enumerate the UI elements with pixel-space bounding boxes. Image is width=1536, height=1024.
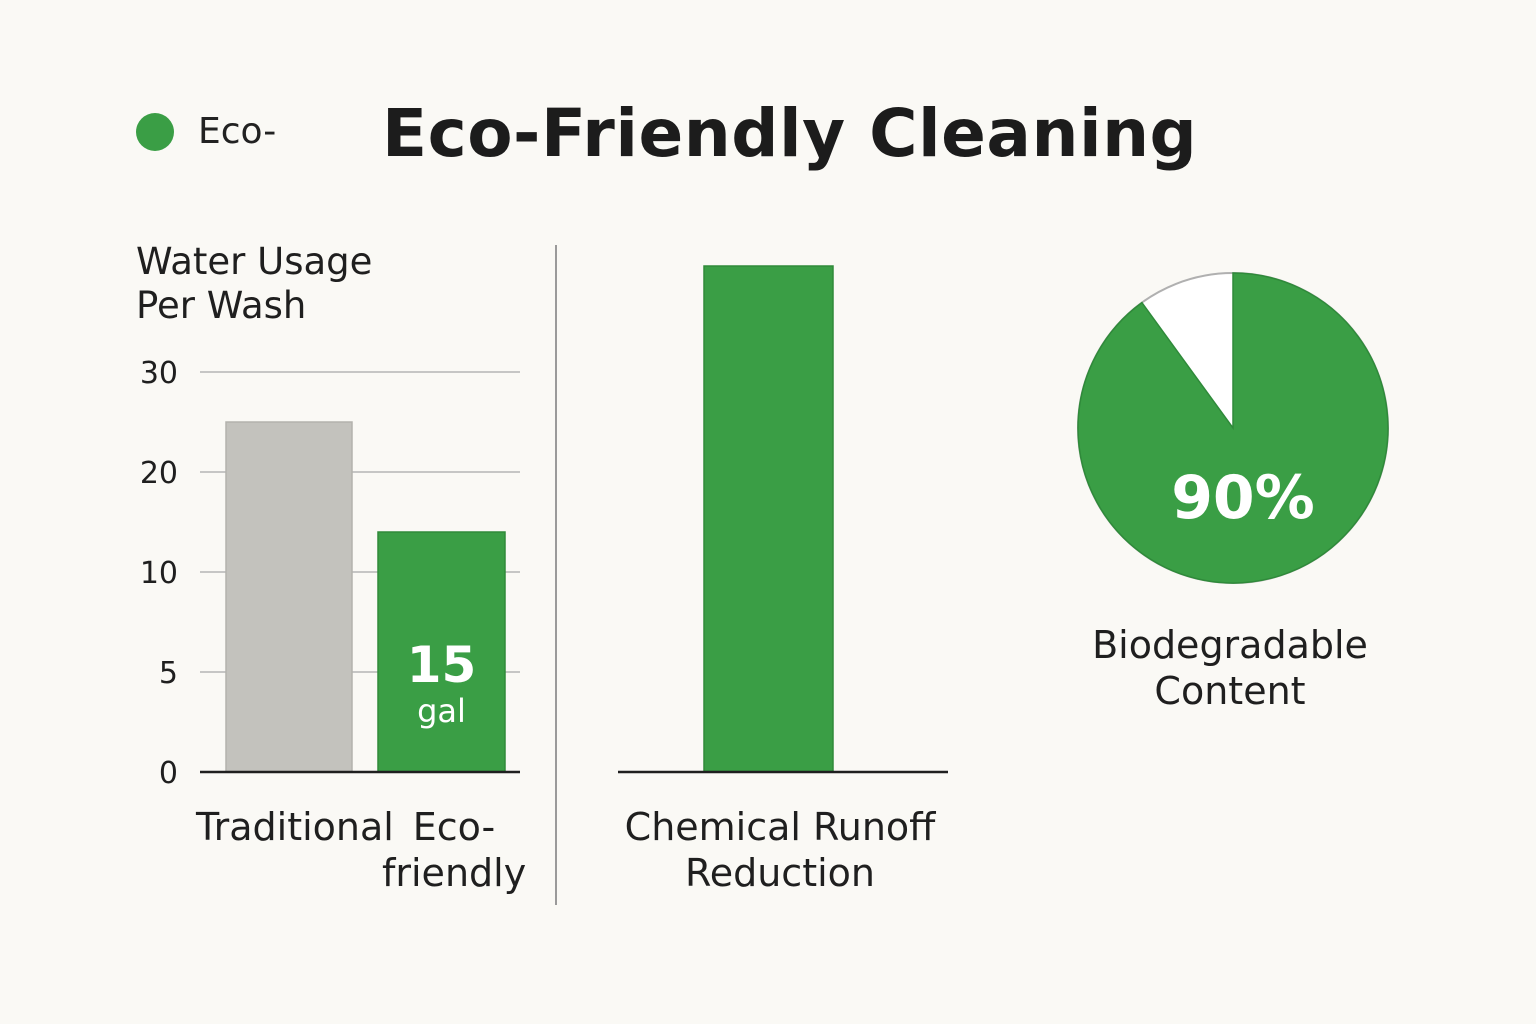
- bar-data-label-value: 15: [407, 636, 477, 694]
- bar: [225, 421, 353, 773]
- category-label-line1: Eco-: [412, 805, 496, 849]
- bar-data-label-unit: gal: [417, 692, 466, 730]
- pie-slice-biodegradable: [1077, 272, 1389, 584]
- pie-label-line2: Content: [1154, 669, 1306, 713]
- pie-value-label: 90%: [1171, 463, 1315, 533]
- bar: [703, 265, 834, 773]
- biodegradable-pie-chart: 90%: [1077, 272, 1389, 584]
- chemical-runoff-chart: [618, 265, 948, 774]
- y-tick-label: 20: [140, 456, 178, 491]
- legend-dot-icon: [136, 113, 174, 151]
- category-label-traditional: Traditional: [196, 804, 394, 850]
- y-tick-label: 5: [159, 656, 178, 691]
- category-label-eco-friendly: Eco- friendly: [382, 804, 526, 896]
- bar: [377, 531, 506, 773]
- y-tick-label: 10: [140, 556, 178, 591]
- y-tick-label: 30: [140, 356, 178, 391]
- y-tick-label: 0: [159, 756, 178, 791]
- legend-label: Eco-: [198, 111, 277, 152]
- pie-label-biodegradable-content: Biodegradable Content: [1060, 622, 1400, 714]
- page-title: Eco-Friendly Cleaning: [382, 95, 1198, 172]
- water-usage-title-line2: Per Wash: [136, 284, 307, 327]
- water-usage-title-line1: Water Usage: [136, 240, 373, 283]
- category-label-line2: Reduction: [685, 851, 875, 895]
- pie-label-line1: Biodegradable: [1092, 623, 1368, 667]
- category-label-line2: friendly: [382, 851, 527, 895]
- category-label-line1: Traditional: [196, 805, 394, 849]
- water-usage-chart-title: Water Usage Per Wash: [136, 240, 372, 328]
- category-label-line1: Chemical Runoff: [624, 805, 936, 849]
- category-label-chemical-runoff: Chemical Runoff Reduction: [620, 804, 940, 896]
